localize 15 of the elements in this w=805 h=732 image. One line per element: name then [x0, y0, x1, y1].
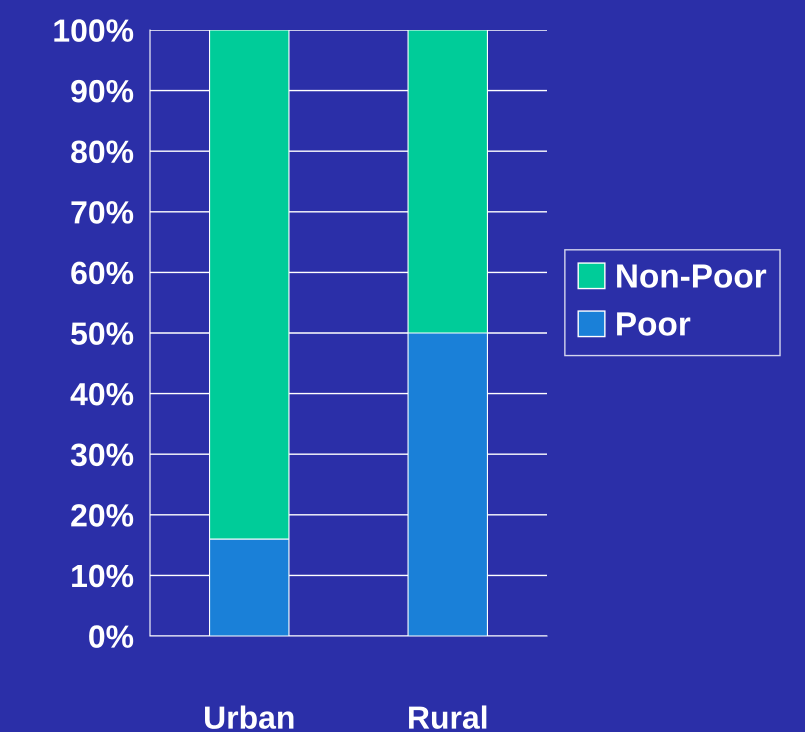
y-tick-label: 20%: [71, 504, 134, 527]
y-tick-label: 100%: [54, 19, 134, 42]
y-tick-label: 50%: [71, 322, 134, 345]
y-tick-label: 30%: [70, 443, 134, 466]
x-tick-label: Rural: [409, 705, 486, 729]
y-tick-label: 0%: [89, 625, 134, 648]
y-tick-label: 90%: [71, 80, 134, 102]
x-tick-label: Urban: [205, 705, 294, 729]
y-tick-label: 60%: [71, 262, 134, 284]
y-tick-label: 40%: [70, 382, 134, 406]
legend-label: Non-Poor: [617, 264, 766, 288]
y-tick-label: 80%: [71, 140, 134, 164]
y-tick-label: 70%: [71, 201, 134, 224]
y-tick-label: 10%: [72, 564, 134, 588]
legend-label: Poor: [617, 312, 690, 336]
